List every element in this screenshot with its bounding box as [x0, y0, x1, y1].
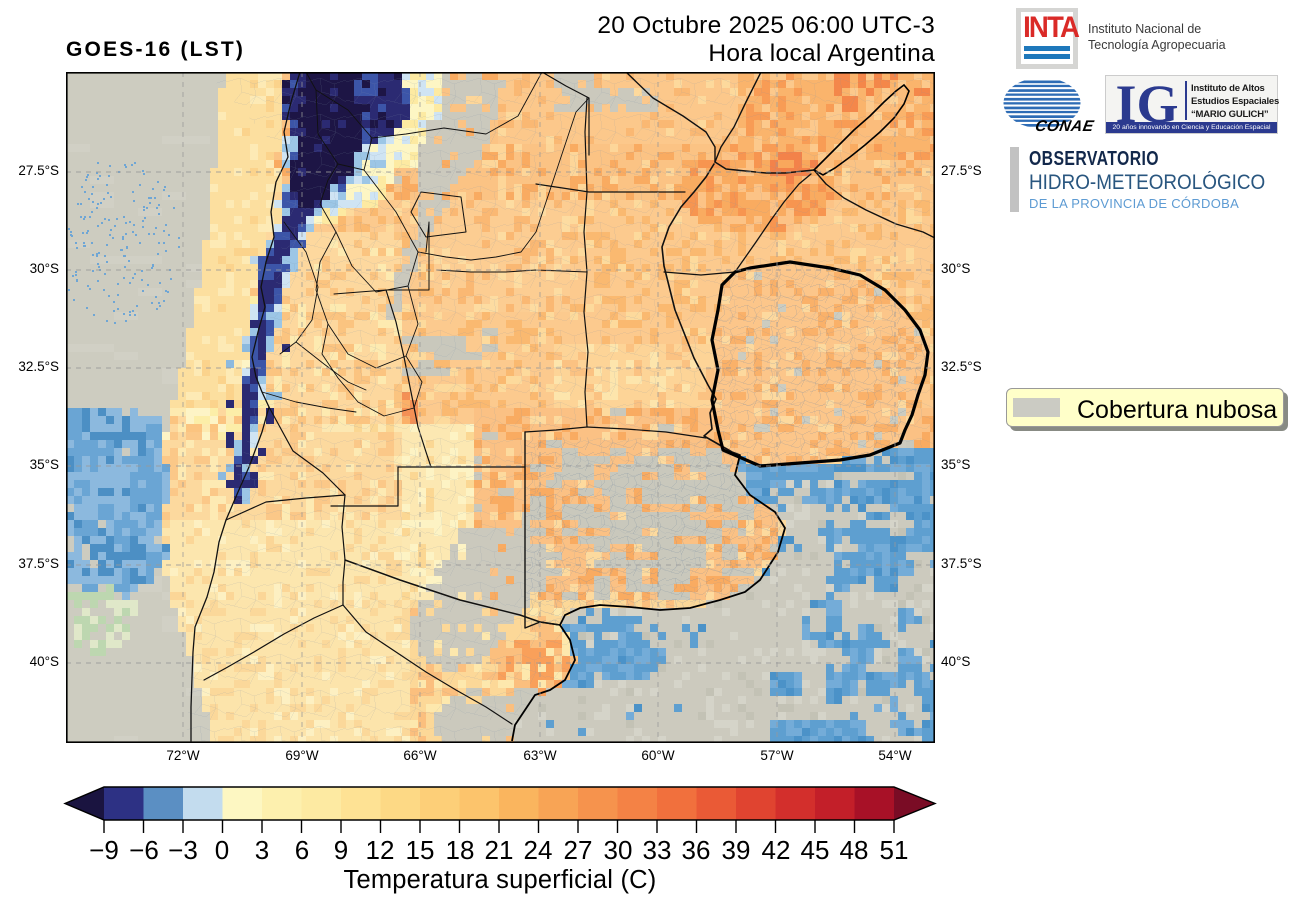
svg-text:CONAE: CONAE [1034, 118, 1095, 135]
